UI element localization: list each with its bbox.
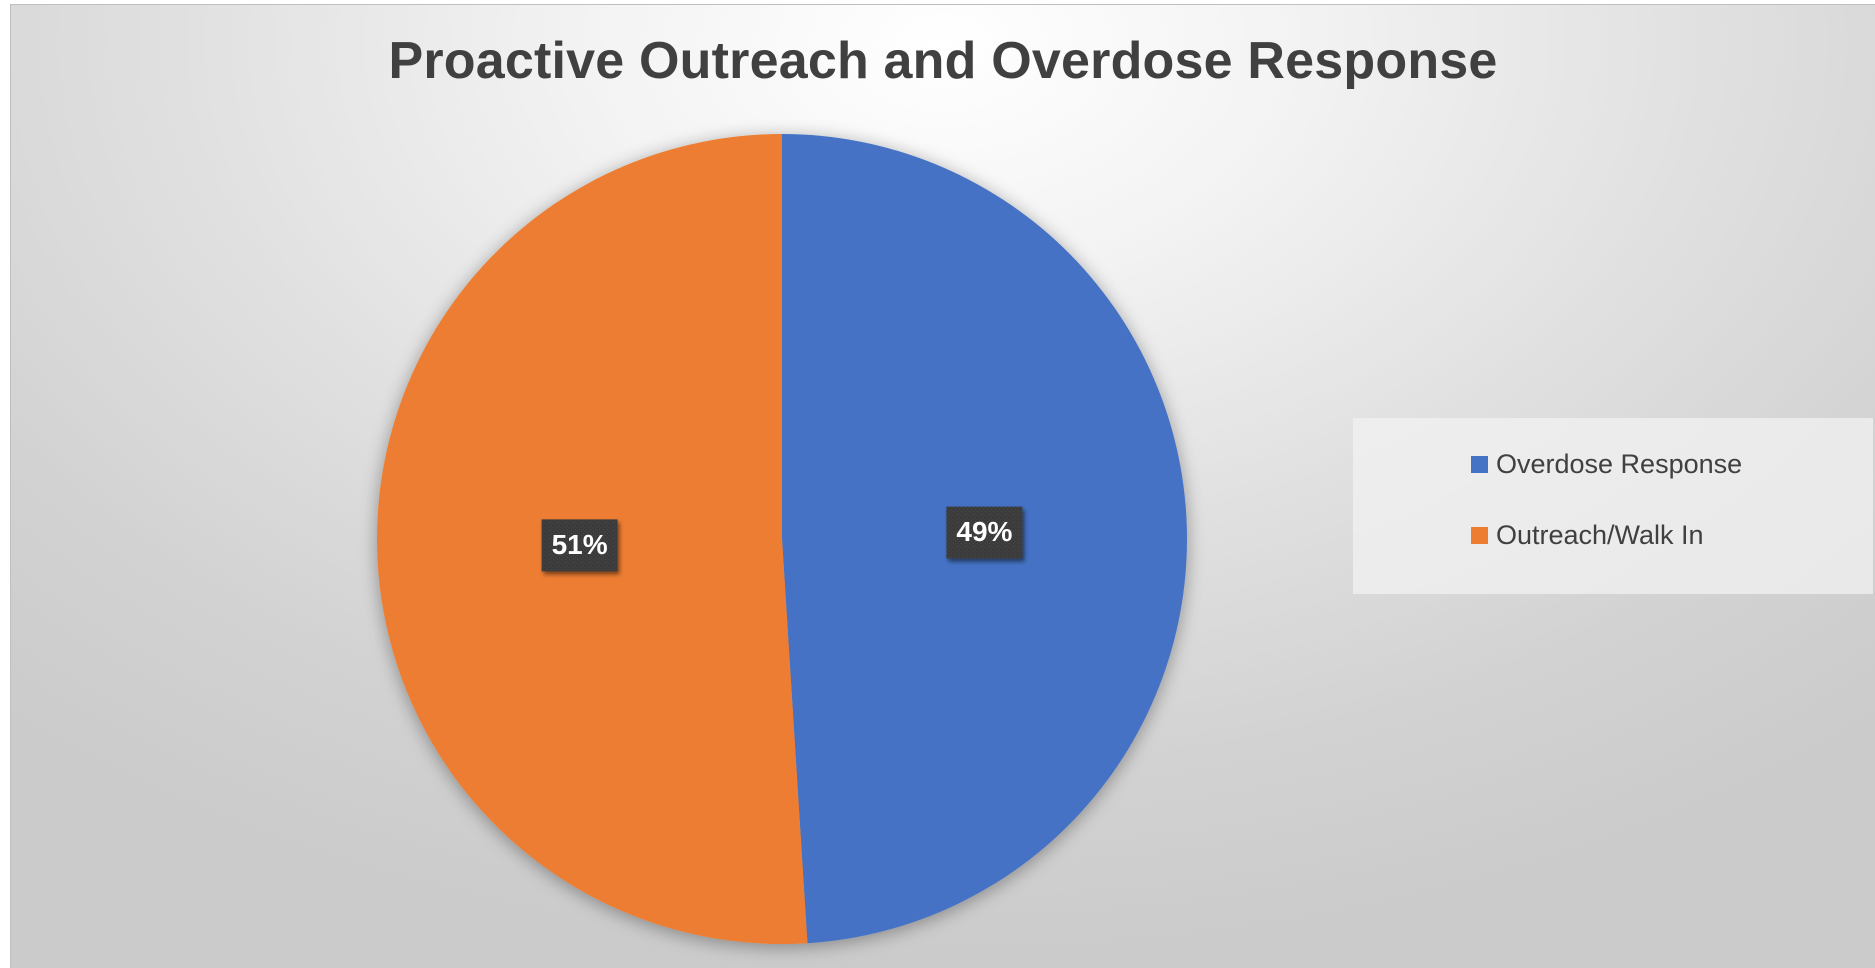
legend-label: Outreach/Walk In [1496,519,1704,550]
data-label-box [946,506,1023,559]
data-label-text: 51% [552,529,608,560]
legend-label: Overdose Response [1496,448,1743,479]
data-label-text: 49% [956,516,1012,547]
legend-swatch-overdose-response [1471,455,1488,473]
pie-plot: 49% 51% [376,134,1187,944]
data-label-overdose-response: 49% [946,506,1023,559]
legend-item-outreach-walk-in: Outreach/Walk In [1471,519,1704,551]
chart-area: Proactive Outreach and Overdose Response [10,4,1875,968]
data-label-box [541,519,618,572]
data-label-outreach-walk-in: 51% [541,519,618,572]
legend-swatch-outreach-walk-in [1471,526,1488,544]
legend: Overdose Response Outreach/Walk In [1353,418,1873,594]
legend-item-overdose-response: Overdose Response [1471,448,1742,480]
chart-title: Proactive Outreach and Overdose Response [388,32,1498,90]
